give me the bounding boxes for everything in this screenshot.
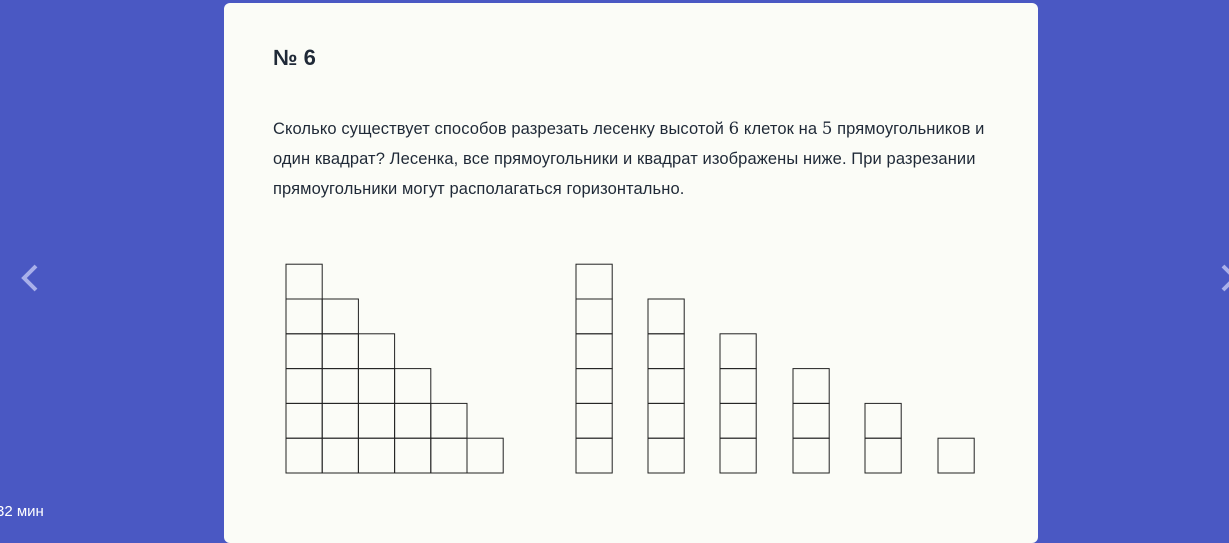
chevron-left-icon[interactable] (16, 258, 46, 298)
staircase-cell (321, 437, 359, 474)
rectangle-cell (575, 402, 613, 439)
rectangle-cell (647, 298, 685, 335)
staircase-cell (321, 333, 359, 370)
staircase-cell (285, 298, 323, 335)
rectangle-cell (864, 402, 902, 439)
staircase-cell (394, 402, 432, 439)
text-part: прямоугольников и один квадрат? Лесенка,… (273, 120, 985, 198)
rectangle-cell (647, 402, 685, 439)
rectangle-cell (792, 437, 830, 474)
staircase-cell (321, 298, 359, 335)
rectangle-cell (647, 437, 685, 474)
staircase-cell (357, 333, 396, 370)
chevron-right-icon[interactable] (1215, 258, 1229, 298)
staircase-cell (357, 368, 396, 404)
rectangle-cell (719, 333, 757, 370)
staircase-cell (285, 402, 323, 439)
text-part: клеток на (739, 120, 822, 138)
staircase-cell (285, 437, 323, 474)
rectangle-cell (647, 368, 685, 404)
problem-text: Сколько существует способов разрезать ле… (273, 114, 1003, 204)
rectangle-cell (575, 298, 613, 335)
staircase-cell (430, 402, 468, 439)
staircase-cell (321, 368, 359, 404)
rectangle-cell (575, 368, 613, 404)
rectangle-cell (719, 402, 757, 439)
rectangle-cell (575, 263, 613, 300)
staircase-cell (357, 402, 396, 439)
math-number: 5 (821, 119, 833, 138)
rectangle-cell (575, 437, 613, 474)
rectangle-cell (719, 437, 757, 474)
problem-number: № 6 (273, 45, 316, 70)
rectangle-cell (647, 333, 685, 370)
staircase-cell (466, 437, 504, 474)
text-part: Сколько существует способов разрезать ле… (273, 120, 729, 138)
staircase-cell (430, 437, 468, 474)
staircase-cell (285, 368, 323, 404)
math-number: 6 (728, 119, 740, 138)
figure (285, 263, 975, 474)
staircase-cell (394, 437, 432, 474)
staircase-cell (394, 368, 432, 404)
rectangle-cell (792, 402, 830, 439)
rectangle-cell (864, 437, 902, 474)
rectangle-cell (575, 333, 613, 370)
problem-card: № 6 Сколько существует способов разрезат… (224, 3, 1038, 543)
rectangle-cell (792, 368, 830, 404)
staircase-cell (285, 333, 323, 370)
rectangle-cell (719, 368, 757, 404)
timer: 32 мин (0, 503, 44, 520)
staircase-cell (285, 263, 323, 300)
staircase-cell (321, 402, 359, 439)
staircase-cell (357, 437, 396, 474)
square-cell (937, 437, 975, 474)
